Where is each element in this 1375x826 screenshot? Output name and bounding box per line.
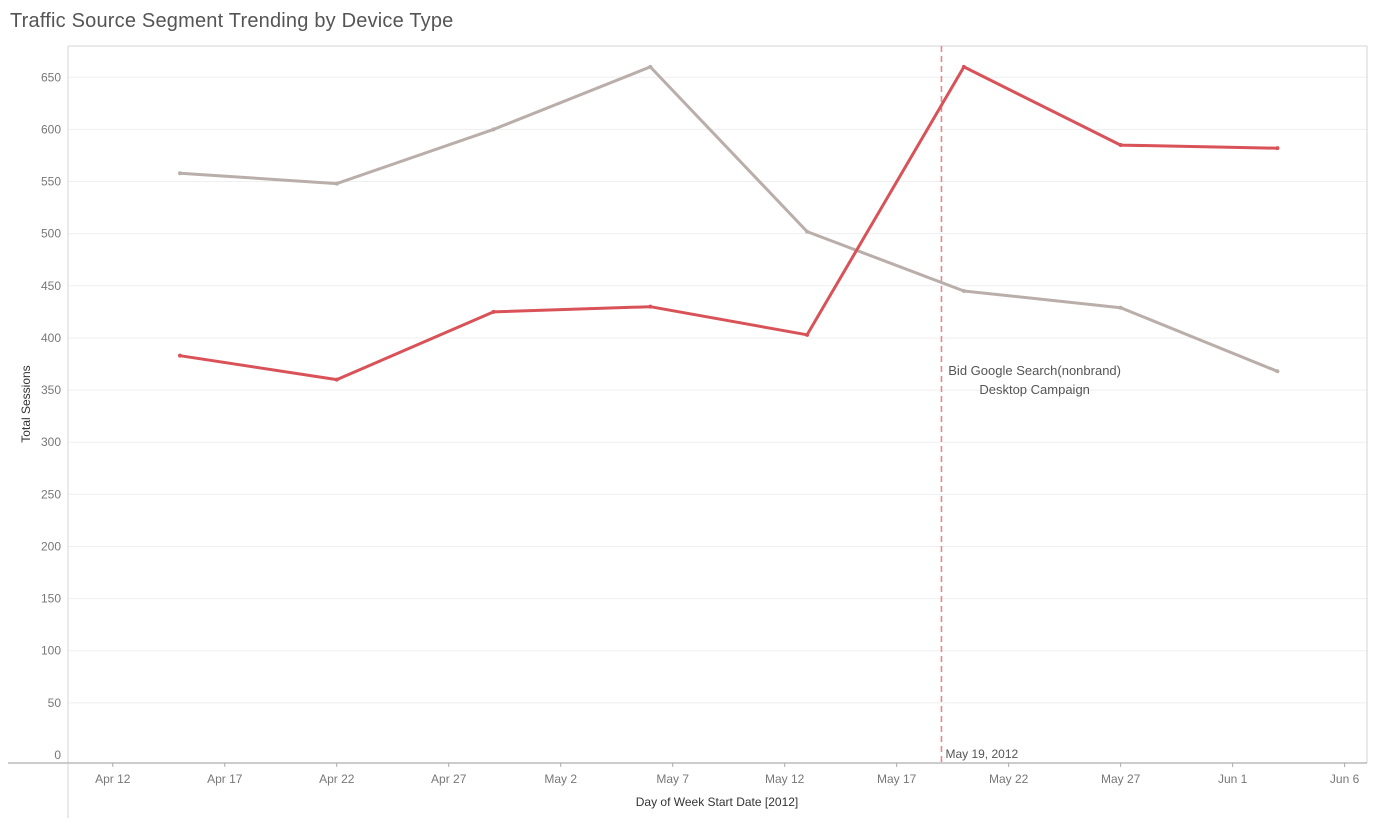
reference-line-group: May 19, 2012 [940, 46, 1019, 763]
y-tick-label: 600 [41, 122, 61, 136]
x-tick-label: Apr 27 [431, 772, 467, 786]
series-1-point [491, 127, 496, 132]
x-axis-ticks: Apr 12 Apr 17 Apr 22 Apr 27 May 2 May 7 May 12… [95, 763, 1360, 786]
series-1-point [805, 229, 810, 234]
x-tick-label: Apr 17 [207, 772, 243, 786]
series-1-point [177, 171, 182, 176]
x-tick-label: May 27 [1101, 772, 1141, 786]
x-tick-label: Jun 1 [1218, 772, 1248, 786]
series-1-point [1275, 369, 1280, 374]
annotation-line-1: Bid Google Search(nonbrand) [948, 363, 1121, 378]
y-tick-label: 400 [41, 331, 61, 345]
series-1-point [961, 289, 966, 294]
series-1-point [334, 181, 339, 186]
y-tick-label: 0 [54, 748, 61, 762]
y-tick-label: 50 [48, 696, 62, 710]
x-tick-label: May 22 [989, 772, 1029, 786]
series-2-point [334, 377, 339, 382]
y-tick-label: 450 [41, 279, 61, 293]
series-1-point [1118, 305, 1123, 310]
y-tick-label: 350 [41, 383, 61, 397]
x-tick-label: May 17 [877, 772, 917, 786]
chart-title: Traffic Source Segment Trending by Devic… [10, 10, 454, 32]
x-tick-label: May 2 [544, 772, 577, 786]
x-axis-title: Day of Week Start Date [2012] [636, 795, 799, 809]
y-tick-label: 200 [41, 539, 61, 553]
y-tick-label: 650 [41, 70, 61, 84]
y-tick-label: 250 [41, 487, 61, 501]
series-2-point [491, 309, 496, 314]
annotation-group: Bid Google Search(nonbrand) Desktop Campa… [948, 363, 1121, 397]
y-tick-label: 150 [41, 592, 61, 606]
y-tick-label: 550 [41, 175, 61, 189]
plot-frame [8, 45, 1368, 818]
reference-line-label: May 19, 2012 [945, 747, 1018, 761]
x-tick-label: May 12 [765, 772, 805, 786]
series-group [177, 64, 1280, 382]
series-2-point [1275, 146, 1280, 151]
y-tick-label: 100 [41, 644, 61, 658]
series-1-point [648, 64, 653, 69]
x-tick-label: Apr 22 [319, 772, 355, 786]
series-line-1 [178, 65, 1279, 373]
y-tick-label: 500 [41, 227, 61, 241]
y-tick-label: 300 [41, 435, 61, 449]
y-axis-ticks: 0 50 100 150 200 250 300 350 400 450 500 550 600 650 [41, 70, 61, 762]
gridlines [68, 76, 1367, 704]
series-2-point [648, 304, 653, 309]
x-tick-label: Apr 12 [95, 772, 131, 786]
annotation-line-2: Desktop Campaign [979, 382, 1090, 397]
x-tick-label: May 7 [656, 772, 689, 786]
series-2-point [177, 353, 182, 358]
series-2-point [1118, 143, 1123, 148]
series-2-point [805, 332, 810, 337]
series-line-2 [178, 65, 1279, 382]
x-tick-label: Jun 6 [1330, 772, 1360, 786]
series-2-point [961, 64, 966, 69]
y-axis-title: Total Sessions [19, 365, 33, 442]
